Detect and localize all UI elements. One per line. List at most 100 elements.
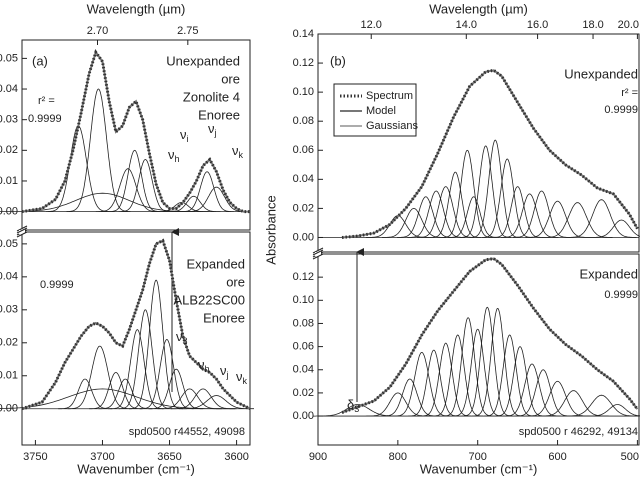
subscript: h bbox=[175, 154, 180, 164]
annotation: ore bbox=[221, 71, 240, 86]
gaussian bbox=[429, 171, 481, 238]
gaussian bbox=[563, 394, 640, 417]
symbol: ν bbox=[176, 329, 183, 344]
y-tick-label: 0.02 bbox=[0, 337, 18, 349]
gaussian bbox=[393, 351, 451, 417]
gaussian bbox=[417, 186, 475, 238]
gaussian bbox=[365, 392, 430, 417]
y-tick-label: 0.14 bbox=[293, 28, 314, 40]
x-tick-label: 3750 bbox=[23, 451, 47, 463]
subplot: 0.000.010.020.030.040.053750370036503600… bbox=[0, 227, 254, 476]
gaussian bbox=[118, 159, 173, 212]
y-tick-label: 0.00 bbox=[293, 231, 314, 243]
axis-break-gap bbox=[19, 230, 25, 234]
x-axis-label: Wavenumber (cm⁻¹) bbox=[77, 461, 195, 476]
y-tick-label: 0.10 bbox=[293, 294, 314, 306]
y-tick-label: 0.08 bbox=[293, 115, 314, 127]
gaussian bbox=[492, 186, 544, 238]
x-tick-label: 3600 bbox=[224, 451, 248, 463]
subplot: 0.00 0.02 0.04 0.06 0.08 0.10 0.12 0.14 12.0 14.0… bbox=[263, 1, 640, 265]
gaussian bbox=[58, 378, 112, 410]
y-tick-label: 0.04 bbox=[293, 364, 314, 376]
x2-tick-label: 2.75 bbox=[177, 25, 198, 37]
symbol: δ bbox=[347, 397, 354, 412]
gaussian bbox=[442, 317, 494, 417]
y-tick-label: 0.02 bbox=[293, 387, 314, 399]
gaussian bbox=[589, 219, 640, 238]
x-tick-label: 800 bbox=[389, 451, 407, 463]
gaussian bbox=[441, 149, 493, 238]
y-tick-label: 0.05 bbox=[0, 238, 18, 250]
axis-break bbox=[312, 249, 324, 260]
gaussian bbox=[95, 168, 161, 212]
y-tick-label: 0.03 bbox=[0, 304, 18, 316]
annotation: νk bbox=[232, 143, 244, 160]
gaussian bbox=[180, 171, 234, 212]
plot-frame bbox=[317, 33, 640, 253]
plot-frame bbox=[21, 39, 251, 231]
annotation: Unexpanded bbox=[166, 53, 240, 68]
gaussian bbox=[566, 199, 637, 238]
annotation: 0.9999 bbox=[40, 279, 74, 291]
y-axis-label: Absorbance bbox=[263, 195, 278, 264]
annotation: νj bbox=[220, 363, 229, 380]
gaussian bbox=[542, 202, 613, 238]
annotation: νh bbox=[198, 357, 210, 374]
annotation: (a) bbox=[32, 53, 48, 68]
symbol: ν bbox=[220, 363, 227, 378]
axis-break-gap bbox=[315, 252, 321, 256]
gaussian bbox=[420, 342, 472, 417]
gaussian bbox=[484, 334, 536, 417]
gaussian bbox=[408, 349, 460, 417]
annotation: Expanded bbox=[579, 266, 638, 281]
gaussian bbox=[381, 207, 446, 238]
y-tick-label: 0.04 bbox=[0, 83, 18, 95]
y-tick-label: 0.01 bbox=[0, 370, 18, 382]
gaussian bbox=[381, 378, 439, 417]
gaussian bbox=[514, 369, 572, 417]
y-tick-label: 0.04 bbox=[0, 271, 18, 283]
annotation: Enoree bbox=[203, 310, 245, 325]
gaussian bbox=[170, 388, 236, 410]
gaussian bbox=[118, 309, 173, 410]
gaussian bbox=[365, 215, 430, 238]
spectrum-line bbox=[21, 49, 250, 214]
annotation: νh bbox=[168, 147, 180, 164]
legend-label: Spectrum bbox=[366, 90, 413, 102]
subplot: 0.00 0.02 0.04 0.06 0.08 0.10 0.12 900 800 700 600… bbox=[293, 249, 640, 476]
x-tick-label: 700 bbox=[469, 451, 487, 463]
x2-axis-label: Wavelength (µm) bbox=[429, 1, 528, 16]
y-tick-label: 0.04 bbox=[293, 173, 314, 185]
gaussian bbox=[500, 193, 559, 238]
gaussian bbox=[432, 334, 484, 417]
y-tick-label: 0.05 bbox=[0, 52, 18, 64]
gaussian bbox=[397, 196, 455, 238]
annotation: νj bbox=[208, 121, 217, 138]
symbol: ν bbox=[180, 127, 187, 142]
annotation: Unexpanded bbox=[564, 66, 638, 81]
y-tick-label: 0.00 bbox=[293, 410, 314, 422]
symbol: ν bbox=[168, 147, 175, 162]
annotation: δ3 bbox=[347, 397, 359, 414]
symbol: ν bbox=[232, 143, 239, 158]
y-tick-label: 0.02 bbox=[293, 202, 314, 214]
annotation: spd0500 r44552, 49098 bbox=[129, 426, 245, 438]
plot-frame bbox=[21, 231, 251, 446]
subscript: j bbox=[214, 128, 217, 138]
gaussian bbox=[157, 388, 222, 410]
x2-tick-label: 14.0 bbox=[456, 19, 477, 31]
x2-tick-label: 12.0 bbox=[361, 19, 382, 31]
x-axis-label: Wavenumber (cm⁻¹) bbox=[420, 461, 538, 476]
subscript: 3 bbox=[183, 336, 188, 346]
annotation: νi bbox=[180, 127, 189, 144]
x2-axis-label: Wavelength (µm) bbox=[87, 1, 186, 16]
annotation: ore bbox=[226, 274, 245, 289]
x2-tick-label: 16.0 bbox=[527, 19, 548, 31]
legend-label: Model bbox=[366, 105, 396, 117]
y-tick-label: 0.10 bbox=[293, 86, 314, 98]
model-line bbox=[341, 69, 639, 239]
gaussian bbox=[166, 195, 221, 212]
annotation: r² = bbox=[38, 95, 55, 107]
annotation: r² = bbox=[621, 87, 638, 99]
annotation: 0.9999 bbox=[28, 113, 62, 125]
